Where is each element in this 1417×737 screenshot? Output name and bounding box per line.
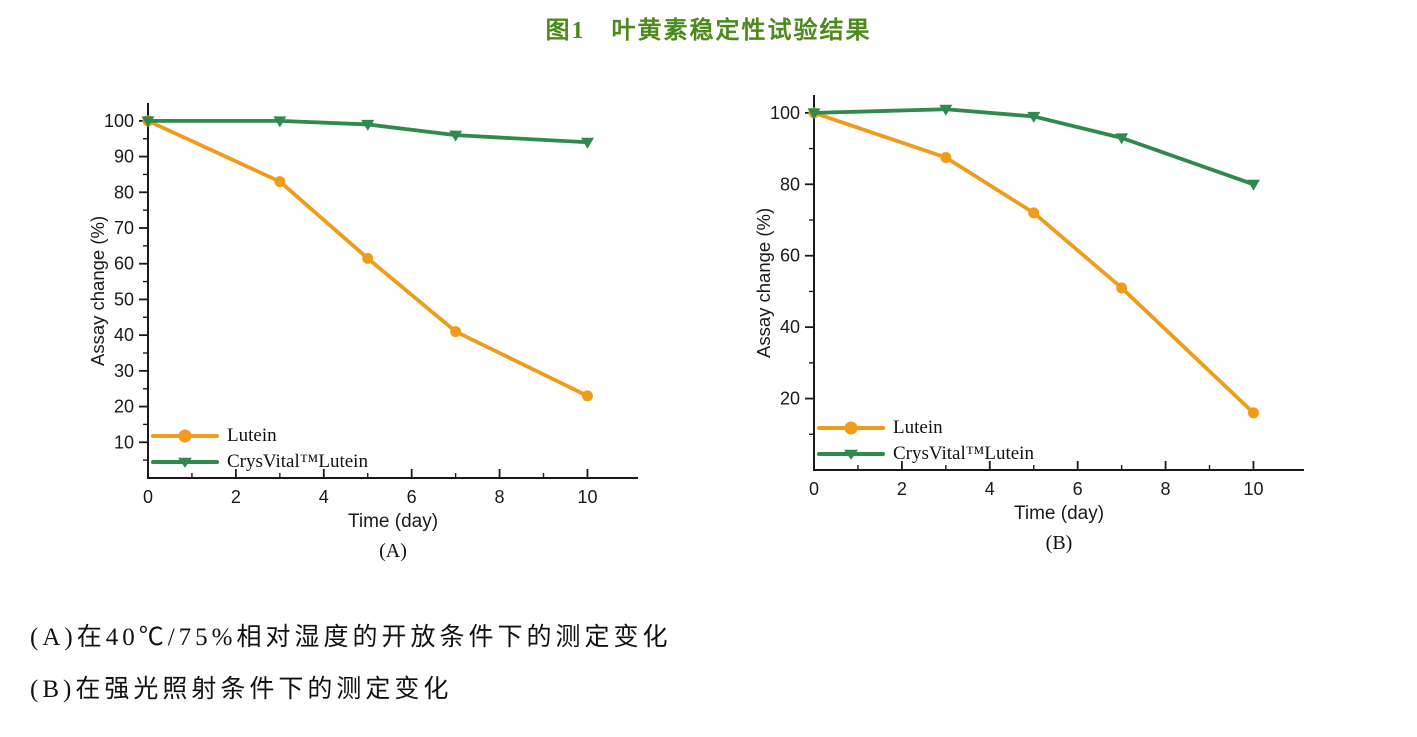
svg-text:80: 80 <box>114 182 134 202</box>
svg-text:8: 8 <box>1161 479 1171 499</box>
legend-item-lutein: Lutein <box>817 415 1034 441</box>
svg-text:10: 10 <box>114 432 134 452</box>
svg-text:2: 2 <box>231 487 241 507</box>
crysvital-lutein-point <box>939 104 953 116</box>
svg-text:20: 20 <box>114 397 134 417</box>
x-axis-label-b: Time (day) <box>1013 503 1105 524</box>
svg-text:70: 70 <box>114 218 134 238</box>
legend-label-crysvital: CrysVital™Lutein <box>227 451 368 472</box>
svg-text:4: 4 <box>985 479 995 499</box>
lutein-point <box>581 390 593 402</box>
lutein-point <box>1116 282 1128 294</box>
svg-text:20: 20 <box>780 389 800 409</box>
crysvital-lutein-point <box>1027 111 1041 123</box>
crysvital-lutein-point <box>1115 133 1129 145</box>
figure-captions: (A)在40℃/75%相对湿度的开放条件下的测定变化 (B)在强光照射条件下的测… <box>30 612 671 716</box>
series-crysvital-lutein <box>141 116 594 149</box>
lutein-point <box>450 326 462 338</box>
crysvital-lutein-point <box>807 108 821 120</box>
svg-text:4: 4 <box>319 487 329 507</box>
legend-label-lutein: Lutein <box>227 425 277 446</box>
chart-panel-b: 0 2 4 6 8 10 20 40 60 80 100 Assay change (%) Time… <box>753 85 1319 565</box>
legend-label-crysvital: CrysVital™Lutein <box>893 443 1034 464</box>
svg-text:50: 50 <box>114 289 134 309</box>
svg-text:100: 100 <box>770 103 800 123</box>
series-lutein <box>808 107 1259 419</box>
lutein-line-marker <box>151 427 219 445</box>
panel-label-a: (A) <box>379 540 407 562</box>
lutein-point <box>1028 207 1040 219</box>
crysvital-lutein-point <box>141 116 155 128</box>
crysvital-line-marker <box>817 445 885 463</box>
svg-text:40: 40 <box>780 317 800 337</box>
lutein-point <box>362 252 374 264</box>
svg-text:0: 0 <box>143 487 153 507</box>
crysvital-triangle-icon <box>844 449 858 460</box>
svg-text:100: 100 <box>104 111 134 131</box>
legend-item-crysvital: CrysVital™Lutein <box>817 441 1034 467</box>
svg-text:6: 6 <box>407 487 417 507</box>
y-axis-label-b: Assay change (%) <box>753 207 774 358</box>
svg-text:10: 10 <box>1243 479 1263 499</box>
y-axis-label-a: Assay change (%) <box>87 215 108 366</box>
svg-text:90: 90 <box>114 147 134 167</box>
crysvital-triangle-icon <box>178 457 192 468</box>
series-lutein <box>142 115 593 402</box>
svg-text:80: 80 <box>780 174 800 194</box>
x-axis-label-a: Time (day) <box>347 511 439 532</box>
svg-text:60: 60 <box>780 246 800 266</box>
caption-a: (A)在40℃/75%相对湿度的开放条件下的测定变化 <box>30 624 672 651</box>
svg-text:60: 60 <box>114 254 134 274</box>
crysvital-lutein-point <box>1246 179 1260 191</box>
caption-b: (B)在强光照射条件下的测定变化 <box>30 676 453 703</box>
svg-text:0: 0 <box>809 479 819 499</box>
svg-text:30: 30 <box>114 361 134 381</box>
svg-text:6: 6 <box>1073 479 1083 499</box>
series-crysvital-lutein <box>807 104 1260 191</box>
crysvital-lutein-point <box>273 116 287 128</box>
legend-item-lutein: Lutein <box>151 423 368 449</box>
line-chart-b: 0 2 4 6 8 10 20 40 60 80 100 <box>770 95 1304 499</box>
panel-label-b: (B) <box>1045 532 1073 554</box>
line-chart-a: 0 2 4 6 8 10 10 20 30 40 50 60 70 80 90 100 <box>104 103 638 507</box>
crysvital-lutein-point <box>449 130 463 142</box>
lutein-point <box>940 152 952 163</box>
axes: 0 2 4 6 8 10 10 20 30 40 50 60 70 80 90 100 <box>104 103 638 507</box>
legend-a: Lutein CrysVital™Lutein <box>151 423 368 475</box>
legend-b: Lutein CrysVital™Lutein <box>817 415 1034 467</box>
lutein-circle-icon <box>178 429 192 443</box>
lutein-circle-icon <box>844 421 858 435</box>
svg-text:10: 10 <box>577 487 597 507</box>
chart-panel-a: 0 2 4 6 8 10 10 20 30 40 50 60 70 80 90 100 Assay chang… <box>87 93 653 573</box>
svg-text:2: 2 <box>897 479 907 499</box>
svg-text:40: 40 <box>114 325 134 345</box>
crysvital-lutein-point <box>580 137 594 149</box>
figure-title: 图1 叶黄素稳定性试验结果 <box>545 18 872 44</box>
lutein-line-marker <box>817 419 885 437</box>
crysvital-lutein-point <box>361 119 375 131</box>
lutein-point <box>274 176 286 188</box>
legend-label-lutein: Lutein <box>893 417 943 438</box>
svg-text:8: 8 <box>495 487 505 507</box>
legend-item-crysvital: CrysVital™Lutein <box>151 449 368 475</box>
lutein-point <box>1247 407 1259 419</box>
crysvital-line-marker <box>151 453 219 471</box>
axes: 0 2 4 6 8 10 20 40 60 80 100 <box>770 95 1304 499</box>
